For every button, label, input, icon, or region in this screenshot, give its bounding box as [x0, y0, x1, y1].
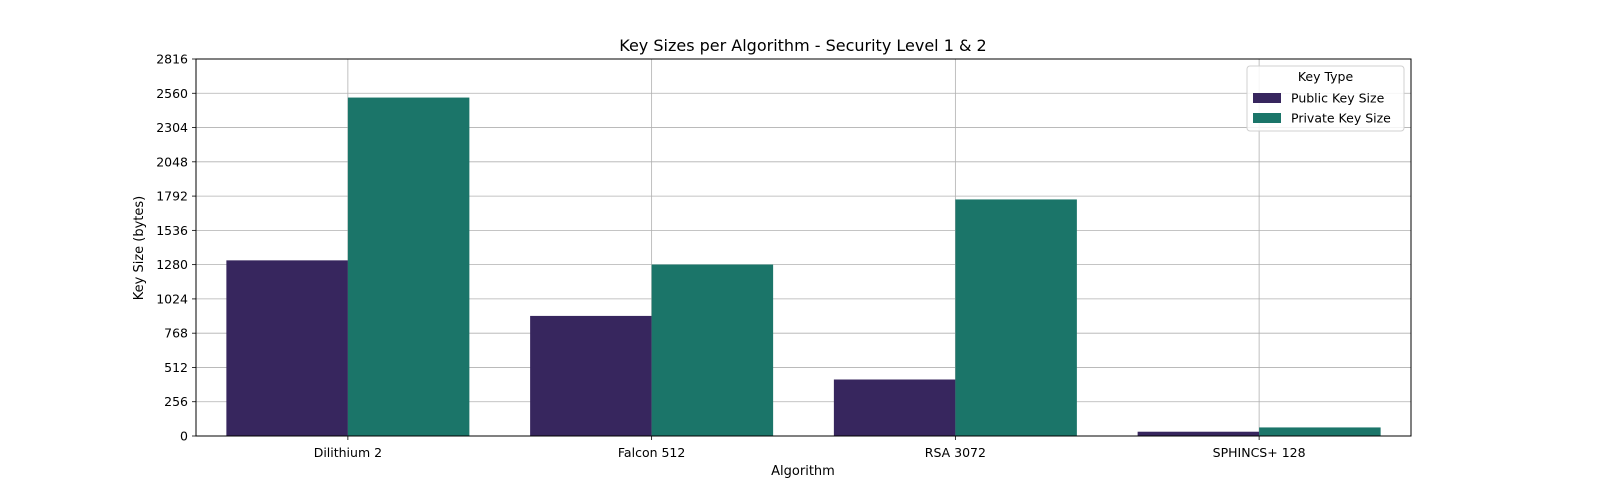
x-tick-label: RSA 3072: [925, 445, 986, 460]
legend-swatch: [1253, 113, 1281, 123]
bar-public-key-size: [1137, 431, 1260, 436]
legend-box: [1246, 65, 1405, 132]
y-tick-label: 1024: [156, 291, 188, 306]
x-tick-label: Dilithium 2: [314, 445, 382, 460]
legend-label: Public Key Size: [1291, 91, 1385, 106]
y-tick-label: 2816: [156, 52, 188, 67]
y-tick-label: 2560: [156, 86, 188, 101]
bar-private-key-size: [651, 264, 774, 436]
bar-public-key-size: [226, 260, 348, 436]
y-axis-label: Key Size (bytes): [132, 196, 147, 300]
y-tick-label: 768: [164, 326, 188, 341]
legend-title: Key Type: [1298, 69, 1354, 84]
bar-public-key-size: [530, 315, 652, 436]
bar-private-key-size: [955, 199, 1077, 436]
legend-label: Private Key Size: [1291, 111, 1391, 126]
y-tick-label: 2048: [156, 154, 188, 169]
bar-private-key-size: [347, 97, 470, 436]
bar-public-key-size: [833, 379, 956, 436]
y-tick-label: 0: [180, 429, 188, 444]
y-tick-label: 256: [164, 394, 188, 409]
x-tick-label: SPHINCS+ 128: [1213, 445, 1306, 460]
bar-private-key-size: [1259, 427, 1381, 436]
bars: [226, 97, 1381, 436]
chart-title: Key Sizes per Algorithm - Security Level…: [619, 36, 986, 55]
plot-frame: [195, 58, 1412, 437]
x-axis-label: Algorithm: [771, 464, 835, 479]
y-tick-label: 1280: [156, 257, 188, 272]
legend-swatch: [1253, 93, 1281, 103]
y-tick-label: 1536: [156, 223, 188, 238]
axes: 0 256 512 768 1024 1280 1536 1792 2048 2304 2560 28…: [156, 52, 1412, 460]
legend: Key Type Public Key Size Private Key Size: [1246, 65, 1405, 132]
x-tick-label: Falcon 512: [618, 445, 685, 460]
y-tick-label: 1792: [156, 189, 188, 204]
y-tick-label: 2304: [156, 120, 188, 135]
y-tick-label: 512: [164, 360, 188, 375]
